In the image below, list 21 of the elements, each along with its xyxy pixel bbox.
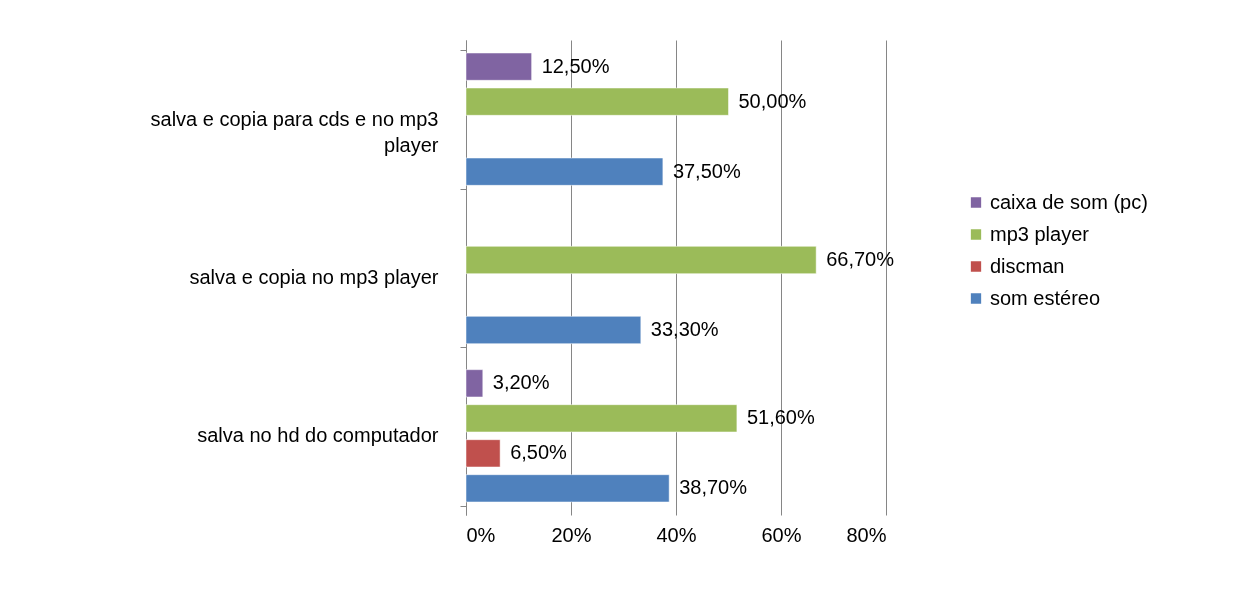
data-label: 51,60% [746, 406, 815, 429]
legend-label: som estéreo [990, 286, 1101, 309]
x-tick-label: 20% [551, 523, 592, 546]
data-label: 12,50% [541, 54, 610, 77]
y-tick-label: salva e copia no mp3 player [189, 266, 439, 288]
data-label: 37,50% [672, 159, 741, 182]
legend-label: mp3 player [990, 222, 1090, 245]
x-tick-label: 0% [466, 523, 496, 546]
y-tick-label: salva e copia para cds e no mp3 player [150, 107, 439, 156]
data-label: 6,50% [510, 441, 568, 464]
x-tick-label: 40% [656, 523, 697, 546]
data-label: 66,70% [826, 248, 895, 270]
y-tick-label: salva no hd do computador [197, 424, 439, 447]
data-label: 33,30% [650, 318, 719, 341]
legend-label: discman [990, 254, 1065, 277]
x-tick-label: 60% [761, 523, 802, 546]
x-tick-label: 80% [846, 523, 887, 546]
data-label: 50,00% [738, 89, 807, 112]
data-label: 3,20% [492, 371, 550, 394]
legend-label: caixa de som (pc) [990, 190, 1148, 213]
data-label: 38,70% [679, 476, 748, 499]
